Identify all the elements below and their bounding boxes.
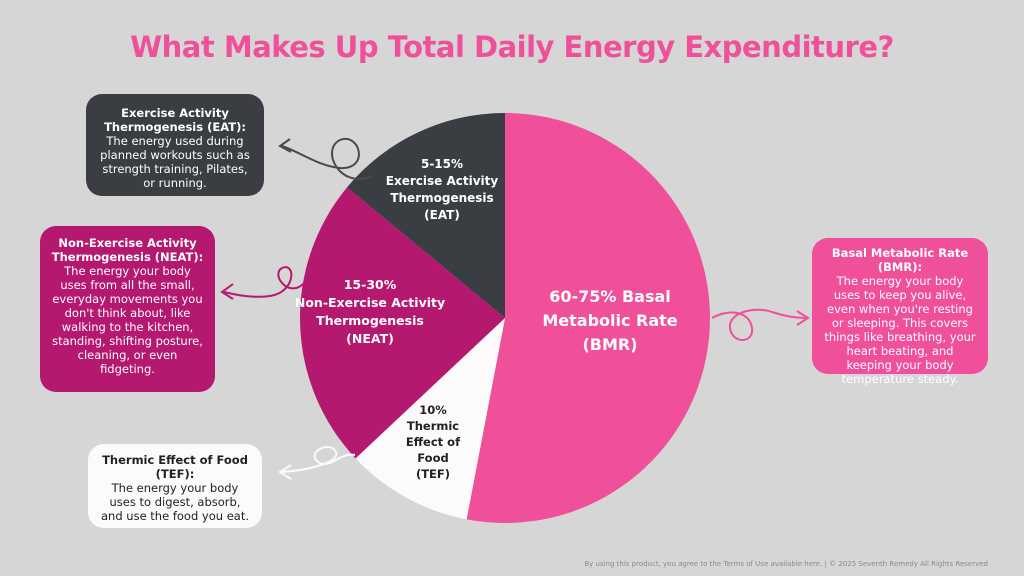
callout-tef: Thermic Effect of Food (TEF): The energy… [88, 444, 262, 528]
slice-label-bmr: 60-75% Basal Metabolic Rate (BMR) [542, 287, 678, 354]
callout-eat-heading: Exercise Activity Thermogenesis (EAT): [104, 106, 246, 134]
callout-eat-body: The energy used during planned workouts … [100, 134, 250, 190]
callout-eat: Exercise Activity Thermogenesis (EAT): T… [86, 94, 264, 196]
arrowhead-tef [278, 464, 292, 480]
slice-label-eat: 5-15% Exercise Activity Thermogenesis (E… [385, 157, 499, 222]
arrowhead-bmr [796, 310, 810, 326]
footer-text: By using this product, you agree to the … [584, 560, 988, 568]
callout-tef-heading: Thermic Effect of Food (TEF): [102, 453, 248, 481]
pie-slice-bmr [466, 113, 710, 523]
slice-label-neat: 15-30% Non-Exercise Activity Thermogenes… [294, 277, 446, 346]
page-title: What Makes Up Total Daily Energy Expendi… [130, 30, 894, 64]
pie-slice-eat [347, 113, 505, 318]
arrow-bmr [711, 308, 807, 341]
callout-neat: Non-Exercise Activity Thermogenesis (NEA… [40, 226, 215, 392]
slice-label-tef: 10% Thermic Effect of Food (TEF) [405, 403, 461, 481]
arrow-neat [223, 266, 306, 298]
pie-slice-neat [299, 187, 505, 459]
callout-bmr: Basal Metabolic Rate (BMR): The energy y… [812, 238, 988, 386]
callout-neat-body: The energy your body uses from all the s… [52, 264, 203, 376]
callout-neat-heading: Non-Exercise Activity Thermogenesis (NEA… [51, 236, 204, 264]
callout-bmr-heading: Basal Metabolic Rate (BMR): [831, 246, 969, 274]
arrowhead-eat [278, 138, 292, 153]
arrow-eat [281, 137, 373, 180]
callout-bmr-body: The energy your body uses to keep you al… [824, 274, 976, 386]
arrowhead-neat [220, 283, 234, 300]
pie-slice-tef [355, 318, 505, 520]
callout-tef-body: The energy your body uses to digest, abs… [101, 481, 249, 523]
arrow-tef [281, 446, 356, 473]
